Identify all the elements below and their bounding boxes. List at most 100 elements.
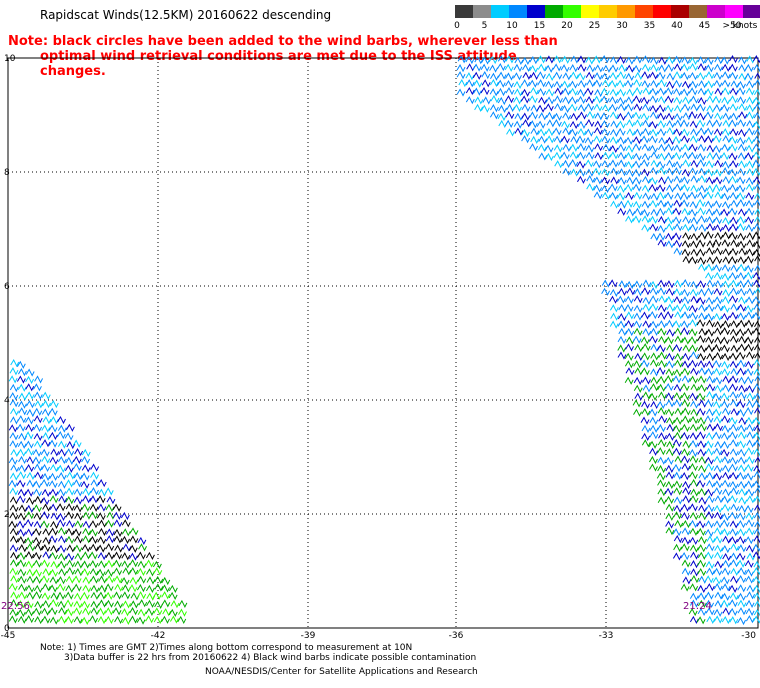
wind-barb (658, 335, 667, 344)
wind-barb (688, 328, 698, 337)
wind-barb (746, 439, 756, 448)
wind-barb (736, 184, 746, 193)
wind-barb (665, 143, 675, 152)
wind-barb (632, 200, 642, 209)
wind-barb (657, 287, 667, 296)
wind-barb (64, 591, 74, 600)
wind-barb (66, 567, 76, 576)
wind-barb (641, 424, 651, 434)
wind-barb (673, 383, 683, 393)
wind-barb (722, 160, 731, 169)
wind-barb (753, 183, 760, 191)
wind-barb (688, 503, 698, 512)
wind-barb (58, 615, 67, 624)
color-scale-label: 20 (561, 21, 573, 31)
wind-barb (728, 607, 738, 617)
wind-barb (41, 391, 51, 400)
wind-barb (610, 312, 620, 321)
wind-barb (721, 352, 731, 362)
wind-barb (642, 328, 652, 337)
wind-barb (122, 567, 132, 576)
wind-barb (706, 391, 716, 400)
wind-barb (737, 448, 747, 457)
wind-barb (681, 360, 691, 369)
wind-barb (753, 176, 760, 185)
wind-barb (648, 176, 658, 185)
wind-barb (650, 383, 659, 392)
wind-barb (714, 247, 723, 256)
wind-barb (714, 303, 724, 312)
wind-barb (737, 607, 747, 616)
wind-barb (722, 216, 732, 226)
wind-barb (609, 320, 619, 329)
wind-barb (696, 335, 706, 344)
wind-barb (649, 424, 659, 433)
wind-barb (736, 400, 746, 409)
wind-barb (561, 87, 571, 96)
wind-barb (33, 520, 43, 529)
wind-barb (154, 575, 164, 585)
wind-barb (713, 79, 723, 88)
wind-barb (49, 598, 59, 608)
wind-barb (737, 592, 747, 601)
wind-barb (681, 80, 691, 89)
wind-barb (586, 64, 596, 73)
wind-barb (753, 424, 760, 433)
wind-barb (681, 527, 691, 536)
wind-barb (729, 159, 739, 169)
wind-barb (634, 352, 644, 361)
wind-barb (721, 167, 731, 176)
wind-barb (112, 511, 122, 520)
wind-barb (616, 295, 626, 304)
wind-barb (626, 119, 635, 128)
wind-barb (641, 432, 651, 441)
color-swatch (527, 5, 545, 18)
wind-barb (34, 375, 44, 384)
wind-barb (720, 400, 730, 409)
wind-barb (610, 176, 620, 185)
wind-barb (33, 512, 43, 521)
wind-barb (48, 607, 58, 616)
wind-barb (650, 63, 660, 73)
wind-barb (48, 480, 58, 489)
wind-barb (584, 87, 594, 96)
wind-barb (73, 479, 82, 488)
wind-barb (569, 87, 579, 96)
wind-barb (721, 360, 731, 370)
wind-barb (113, 575, 123, 584)
wind-barb (89, 568, 99, 577)
time-label-right: 21:24 (683, 601, 712, 612)
wind-barb (673, 55, 683, 64)
wind-barb (729, 335, 739, 344)
wind-barb (680, 71, 690, 81)
wind-barb (705, 367, 715, 376)
wind-barb (665, 167, 675, 176)
wind-barb (704, 456, 714, 465)
wind-barb (744, 376, 754, 385)
wind-barb (610, 200, 619, 209)
wind-barb (633, 376, 643, 386)
wind-barb (18, 392, 28, 401)
wind-barb (648, 408, 658, 417)
wind-barb (41, 463, 51, 473)
wind-barb (729, 295, 739, 304)
wind-barb (458, 79, 468, 88)
wind-barb (65, 584, 75, 593)
wind-barb (642, 303, 652, 312)
wind-barb (617, 112, 626, 121)
wind-barb (633, 95, 642, 104)
wind-barb (754, 320, 760, 328)
wind-barb (625, 319, 635, 329)
wind-barb (746, 80, 755, 89)
wind-barb (706, 223, 716, 232)
wind-barb (569, 64, 579, 73)
wind-barb (714, 63, 723, 72)
wind-barb (577, 95, 587, 104)
wind-barb (705, 463, 715, 472)
wind-barb (672, 232, 682, 241)
wind-barb (641, 311, 650, 320)
wind-barb (625, 56, 635, 65)
wind-barb (721, 79, 731, 88)
wind-barb (753, 248, 760, 257)
wind-barb (696, 248, 706, 257)
